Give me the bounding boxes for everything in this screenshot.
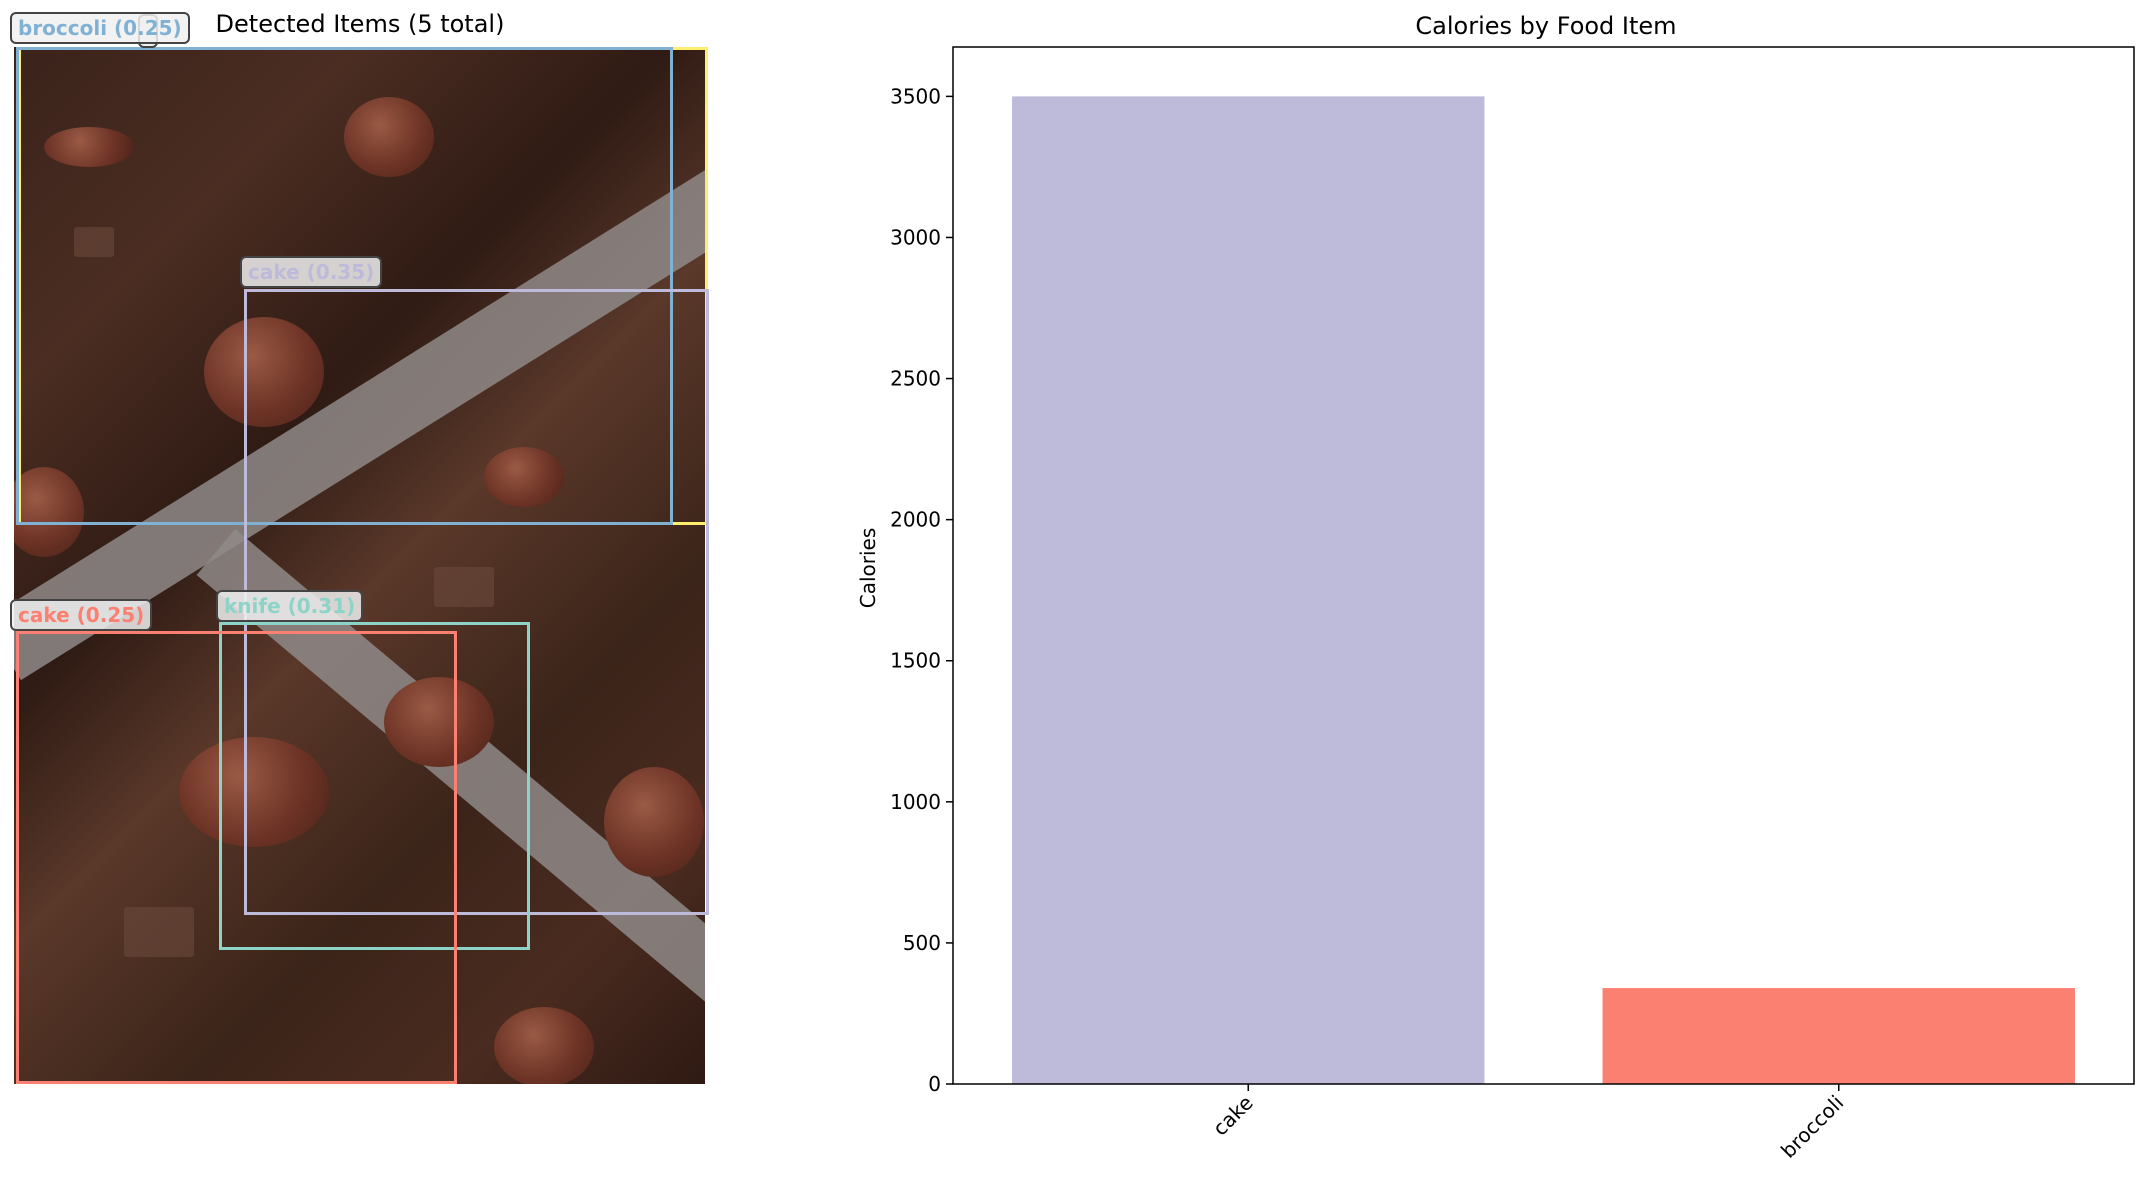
y-tick-label: 2000 — [890, 508, 941, 532]
detection-label: broccoli (0.25) — [10, 12, 190, 44]
detection-box — [219, 622, 530, 950]
detection-box — [16, 631, 457, 1084]
chocolate-chip — [44, 127, 134, 167]
y-axis-title: Calories — [856, 528, 880, 609]
chocolate-chip — [204, 317, 324, 427]
chocolate-chip — [494, 1007, 594, 1084]
chocolate-chip — [484, 447, 564, 507]
bar-cake — [1012, 96, 1485, 1084]
chocolate-chip — [384, 677, 494, 767]
y-tick-label: 1000 — [890, 790, 941, 814]
detection-label: cake (0.25) — [10, 599, 153, 631]
detection-panel: Detected Items (5 total) broccoli (0.25)… — [0, 0, 720, 1100]
chocolate-chip — [604, 767, 704, 877]
crumb — [434, 567, 494, 607]
y-tick-label: 3500 — [890, 84, 941, 108]
chocolate-chip — [344, 97, 434, 177]
y-tick-label: 3000 — [890, 225, 941, 249]
detection-box — [16, 47, 673, 525]
chocolate-chip — [14, 467, 84, 557]
y-tick-label: 2500 — [890, 367, 941, 391]
y-tick-label: 0 — [928, 1072, 941, 1096]
detection-label: knife (0.31) — [216, 590, 364, 622]
x-tick-label: broccoli — [1776, 1091, 1848, 1163]
x-tick-label: cake — [1208, 1091, 1258, 1141]
crumb — [74, 227, 114, 257]
food-photo — [14, 47, 705, 1084]
detection-title: Detected Items (5 total) — [215, 10, 505, 38]
bar-broccoli — [1602, 988, 2075, 1084]
chocolate-chip — [179, 737, 329, 847]
chart-title: Calories by Food Item — [1415, 12, 1676, 40]
bars-layer — [1012, 96, 2075, 1084]
y-tick-label: 500 — [903, 931, 941, 955]
crumb — [124, 907, 194, 957]
y-tick-label: 1500 — [890, 649, 941, 673]
detection-label: cake (0.35) — [240, 256, 383, 288]
plot-frame — [952, 46, 2135, 1085]
